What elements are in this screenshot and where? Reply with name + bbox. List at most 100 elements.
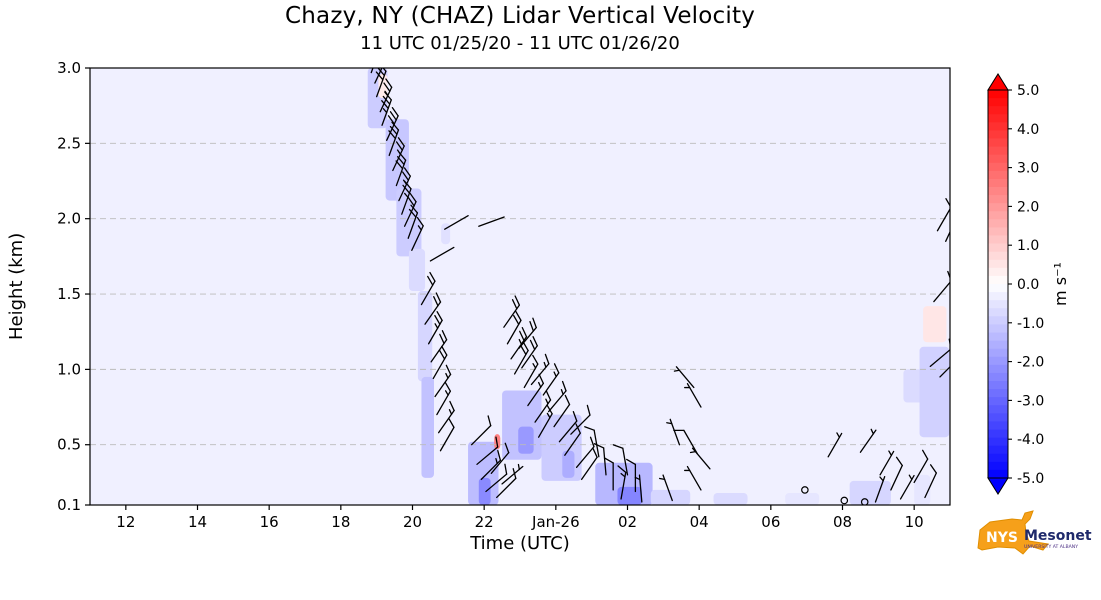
colorbar-segment (988, 284, 1008, 293)
colorbar-segment (988, 397, 1008, 406)
wind-barb (689, 447, 711, 470)
wind-barb (564, 423, 581, 456)
wind-barb (436, 381, 452, 416)
colorbar-segment (988, 235, 1008, 245)
colorbar-segment (988, 300, 1008, 309)
wind-barb (480, 449, 502, 481)
y-tick-label: 0.1 (57, 496, 81, 514)
colorbar-segment (988, 356, 1008, 366)
wind-barb (584, 426, 600, 458)
wind-barb (424, 292, 442, 325)
colorbar-segment (988, 292, 1008, 301)
wind-barb (432, 345, 448, 380)
x-tick-label: 10 (905, 513, 924, 531)
velocity-patch (785, 492, 820, 505)
wind-barb (530, 353, 550, 386)
wind-barb (899, 474, 915, 500)
colorbar-segment (988, 146, 1008, 156)
wind-barb (438, 400, 455, 434)
wind-barb (840, 496, 849, 505)
colorbar-segment (988, 219, 1008, 229)
colorbar-ticks: 5.0 4.0 3.0 2.0 1.0 0.0 -1.0 -2.0 -3.0 -4.0 -5.0 (1008, 83, 1044, 487)
colorbar-segment (988, 429, 1008, 439)
x-tick-label: Jan-26 (531, 513, 580, 531)
velocity-patch (914, 474, 931, 505)
colorbar-segment (988, 154, 1008, 164)
wind-barb (659, 474, 673, 502)
wind-barb (542, 363, 560, 396)
wind-barb (673, 429, 699, 455)
wind-barb (485, 463, 508, 493)
wind-barb (575, 436, 595, 468)
wind-barb (430, 330, 448, 363)
wind-barb (913, 449, 929, 484)
x-tick-label: 14 (188, 513, 207, 531)
wind-barb (476, 436, 499, 465)
wind-barb (407, 204, 419, 239)
wind-barb (874, 475, 886, 503)
velocity-patch (713, 492, 748, 505)
colorbar-segment (988, 162, 1008, 172)
wind-barb (401, 180, 412, 215)
colorbar-segment (988, 389, 1008, 398)
colorbar-tick-label: -1.0 (1017, 316, 1044, 332)
wind-barb (612, 444, 629, 476)
y-ticks: 3.0 2.5 2.0 1.5 1.0 0.5 0.1 (57, 59, 90, 514)
colorbar-segment (988, 243, 1008, 253)
colorbar-segment (988, 267, 1008, 277)
wind-barb (411, 217, 424, 251)
colorbar-segment (988, 332, 1008, 342)
colorbar-tick-label: -2.0 (1017, 355, 1044, 371)
y-tick-label: 2.0 (57, 210, 81, 228)
x-axis-label: Time (UTC) (470, 533, 570, 554)
wind-barb (558, 410, 578, 443)
x-tick-label: 08 (833, 513, 852, 531)
colorbar-segment (988, 195, 1008, 204)
wind-barbs (370, 38, 960, 506)
wind-barb (501, 463, 524, 485)
colorbar-upper-arrow (987, 73, 1009, 91)
colorbar-lower-arrow (987, 477, 1009, 495)
x-tick-label: 18 (331, 513, 350, 531)
wind-barb (673, 366, 695, 389)
wind-barb (503, 295, 521, 328)
velocity-patch (478, 477, 491, 505)
colorbar-segment (988, 251, 1008, 261)
y-tick-label: 2.5 (57, 134, 81, 152)
y-tick-label: 3.0 (57, 59, 81, 77)
colorbar-segment (988, 413, 1008, 423)
colorbar-segment (988, 275, 1008, 285)
velocity-patch (468, 441, 499, 505)
gridlines (90, 142, 950, 446)
wind-barb (420, 271, 436, 306)
wind-barb (548, 380, 567, 413)
chart-title: Chazy, NY (CHAZ) Lidar Vertical Velocity (285, 3, 755, 29)
colorbar-segment (988, 348, 1008, 358)
wind-barb (388, 121, 400, 157)
colorbar (987, 73, 1009, 495)
velocity-patch (441, 223, 451, 245)
velocity-patch (562, 450, 575, 478)
colorbar-segment (988, 437, 1008, 447)
wind-barb (395, 151, 407, 187)
wind-barb (427, 311, 443, 345)
plot-area (90, 38, 960, 506)
x-tick-label: 20 (403, 513, 422, 531)
colorbar-segment (988, 211, 1008, 220)
colorbar-tick-label: 5.0 (1017, 83, 1039, 99)
wind-barb (666, 418, 681, 446)
colorbar-segment (988, 324, 1008, 334)
wind-barb (684, 383, 702, 408)
colorbar-segment (988, 461, 1008, 471)
wind-barb (444, 215, 469, 230)
wind-barb (490, 442, 510, 475)
colorbar-tick-label: -4.0 (1017, 432, 1044, 448)
colorbar-segment (988, 381, 1008, 390)
velocity-patch (421, 376, 434, 478)
wind-barb (879, 450, 895, 476)
colorbar-tick-label: -3.0 (1017, 393, 1044, 409)
wind-barb (801, 486, 809, 494)
wind-barb (523, 354, 539, 389)
wind-barb (553, 394, 571, 428)
